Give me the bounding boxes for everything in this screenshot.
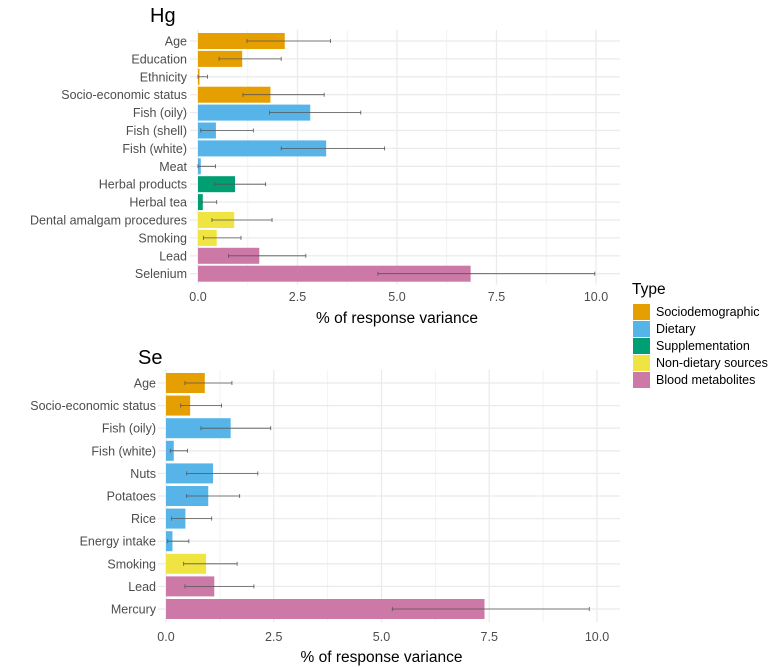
legend-label: Sociodemographic (656, 305, 760, 319)
y-tick-label: Herbal tea (129, 196, 187, 210)
error-bar (186, 494, 241, 498)
y-tick-label: Socio-economic status (61, 88, 187, 102)
x-tick-label: 7.5 (488, 290, 505, 304)
y-tick-label: Ethnicity (140, 70, 188, 84)
x-tick-label: 2.5 (289, 290, 306, 304)
y-tick-label: Age (134, 377, 156, 391)
legend-swatch (633, 338, 650, 354)
y-tick-label: Fish (white) (122, 142, 187, 156)
y-tick-label: Smoking (138, 231, 187, 245)
x-tick-label: 5.0 (388, 290, 405, 304)
y-tick-label: Meat (159, 160, 187, 174)
y-tick-label: Herbal products (99, 178, 187, 192)
error-bar (391, 607, 590, 611)
error-bar (184, 584, 255, 589)
y-tick-label: Energy intake (80, 535, 156, 549)
y-tick-label: Lead (159, 249, 187, 263)
legend: Type Sociodemographic Dietary Supplementati… (632, 281, 768, 388)
bar (198, 140, 327, 157)
legend-label: Supplementation (656, 339, 750, 353)
error-bar (242, 92, 325, 97)
error-bar (183, 561, 238, 566)
x-tick-label: 5.0 (373, 630, 390, 644)
error-bar (377, 271, 596, 276)
bar (166, 440, 174, 461)
error-bar (171, 516, 213, 521)
error-bar (197, 164, 216, 169)
panel-se: 0.0 2.5 5.0 7.5 10.0 Age Socio-economic status… (30, 347, 620, 666)
legend-label: Dietary (656, 322, 696, 336)
bar (198, 33, 285, 49)
y-tick-label: Fish (oily) (102, 422, 156, 436)
panel-title: Hg (150, 5, 176, 27)
error-bar (200, 128, 254, 133)
x-axis-label: % of response variance (316, 310, 478, 327)
legend-swatch (633, 304, 650, 320)
bar (198, 104, 311, 121)
y-tick-label: Socio-economic status (30, 399, 156, 413)
y-tick-label: Fish (oily) (133, 106, 187, 120)
error-bar (201, 200, 218, 205)
legend-swatch (633, 372, 650, 388)
y-tick-label: Age (165, 35, 187, 49)
y-tick-label: Selenium (135, 267, 187, 281)
x-tick-label: 0.0 (189, 290, 206, 304)
x-axis-label: % of response variance (301, 649, 463, 666)
bar (198, 194, 203, 211)
y-tick-label: Smoking (107, 557, 156, 571)
error-bar (186, 471, 259, 476)
error-bar (211, 218, 273, 222)
error-bar (203, 235, 242, 240)
y-tick-label: Fish (white) (91, 444, 156, 458)
error-bar (167, 539, 190, 544)
error-bar (280, 146, 386, 151)
bar (166, 418, 231, 439)
error-bar (246, 39, 331, 43)
y-tick-label: Lead (128, 580, 156, 594)
y-tick-label: Education (131, 52, 187, 66)
x-tick-label: 7.5 (481, 630, 498, 644)
x-tick-label: 2.5 (265, 630, 282, 644)
bar (198, 265, 471, 282)
y-tick-label: Rice (131, 512, 156, 526)
x-tick-label: 0.0 (157, 630, 174, 644)
bar (166, 395, 191, 416)
x-tick-label: 10.0 (585, 630, 609, 644)
bar (166, 599, 485, 619)
error-bar (228, 253, 307, 258)
bar (198, 86, 271, 103)
error-bar (218, 56, 282, 61)
error-bar (200, 426, 272, 431)
panel-title: Se (138, 347, 162, 369)
y-tick-label: Potatoes (107, 490, 156, 504)
legend-title: Type (632, 281, 666, 298)
y-tick-label: Mercury (111, 603, 157, 617)
error-bar (169, 448, 188, 453)
error-bar (197, 74, 208, 79)
legend-label: Non-dietary sources (656, 356, 768, 370)
x-tick-label: 10.0 (584, 290, 608, 304)
error-bar (269, 110, 362, 115)
error-bar (180, 403, 222, 408)
error-bar (184, 381, 233, 385)
error-bar (214, 182, 267, 187)
y-tick-label: Nuts (130, 467, 156, 481)
legend-swatch (633, 321, 650, 337)
y-tick-label: Fish (shell) (126, 124, 187, 138)
legend-swatch (633, 355, 650, 371)
panel-hg: 0.0 2.5 5.0 7.5 10.0 Age Education Ethnicity Soc… (30, 5, 620, 327)
y-tick-label: Dental amalgam procedures (30, 214, 187, 228)
legend-label: Blood metabolites (656, 373, 755, 387)
